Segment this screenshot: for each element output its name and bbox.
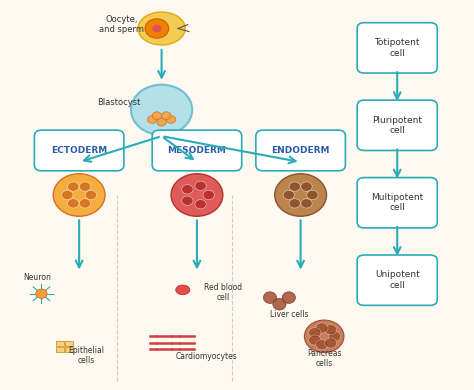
Text: Blastocyst: Blastocyst bbox=[98, 98, 141, 106]
Circle shape bbox=[157, 118, 166, 126]
Circle shape bbox=[68, 182, 79, 191]
Circle shape bbox=[36, 289, 47, 298]
Circle shape bbox=[301, 182, 312, 191]
Bar bbox=[65, 341, 73, 346]
Circle shape bbox=[145, 19, 169, 38]
Bar bbox=[65, 347, 73, 352]
Circle shape bbox=[316, 323, 328, 333]
Text: Epithelial
cells: Epithelial cells bbox=[68, 346, 104, 365]
Ellipse shape bbox=[282, 292, 295, 303]
FancyBboxPatch shape bbox=[357, 255, 438, 305]
Text: Totipotent
cell: Totipotent cell bbox=[374, 38, 420, 58]
Circle shape bbox=[304, 320, 344, 353]
Circle shape bbox=[328, 331, 341, 341]
Circle shape bbox=[195, 181, 206, 190]
Text: Pancreas
cells: Pancreas cells bbox=[307, 349, 341, 368]
Circle shape bbox=[289, 182, 301, 191]
Circle shape bbox=[325, 338, 337, 348]
Circle shape bbox=[195, 200, 206, 209]
Circle shape bbox=[79, 182, 91, 191]
Text: ECTODERM: ECTODERM bbox=[51, 146, 107, 155]
Circle shape bbox=[152, 25, 162, 32]
Circle shape bbox=[166, 115, 176, 123]
Circle shape bbox=[162, 112, 171, 119]
Bar bbox=[55, 347, 64, 352]
FancyBboxPatch shape bbox=[256, 130, 346, 171]
Text: Multipotent
cell: Multipotent cell bbox=[371, 193, 423, 213]
Ellipse shape bbox=[138, 12, 185, 45]
Circle shape bbox=[203, 190, 214, 200]
Text: Unipotent
cell: Unipotent cell bbox=[375, 271, 419, 290]
Circle shape bbox=[152, 112, 162, 119]
Text: Pluripotent
cell: Pluripotent cell bbox=[372, 115, 422, 135]
Circle shape bbox=[182, 184, 193, 194]
FancyBboxPatch shape bbox=[35, 130, 124, 171]
Circle shape bbox=[182, 196, 193, 206]
Text: Liver cells: Liver cells bbox=[270, 310, 308, 319]
Circle shape bbox=[79, 199, 91, 208]
Text: MESODERM: MESODERM bbox=[167, 146, 227, 155]
FancyBboxPatch shape bbox=[152, 130, 242, 171]
Ellipse shape bbox=[264, 292, 277, 303]
Text: Neuron: Neuron bbox=[23, 273, 51, 282]
Circle shape bbox=[307, 190, 318, 200]
FancyBboxPatch shape bbox=[357, 100, 438, 151]
FancyBboxPatch shape bbox=[357, 23, 438, 73]
Circle shape bbox=[309, 335, 321, 345]
Circle shape bbox=[68, 199, 79, 208]
Circle shape bbox=[275, 174, 327, 216]
Circle shape bbox=[131, 85, 192, 135]
FancyBboxPatch shape bbox=[357, 177, 438, 228]
Text: Oocyte,
and sperm: Oocyte, and sperm bbox=[99, 15, 144, 34]
Circle shape bbox=[309, 328, 321, 338]
Ellipse shape bbox=[176, 285, 190, 295]
Text: Red blood
cell: Red blood cell bbox=[204, 283, 242, 302]
Circle shape bbox=[147, 115, 157, 123]
Bar bbox=[55, 341, 64, 346]
Circle shape bbox=[301, 199, 312, 208]
Circle shape bbox=[325, 324, 337, 335]
Circle shape bbox=[289, 199, 301, 208]
Circle shape bbox=[85, 190, 97, 200]
Circle shape bbox=[62, 190, 73, 200]
Circle shape bbox=[171, 174, 223, 216]
Ellipse shape bbox=[273, 298, 286, 310]
Text: Cardiomyocytes: Cardiomyocytes bbox=[175, 352, 237, 362]
Circle shape bbox=[316, 340, 328, 350]
Circle shape bbox=[53, 174, 105, 216]
Circle shape bbox=[283, 190, 294, 200]
Text: ENDODERM: ENDODERM bbox=[271, 146, 330, 155]
